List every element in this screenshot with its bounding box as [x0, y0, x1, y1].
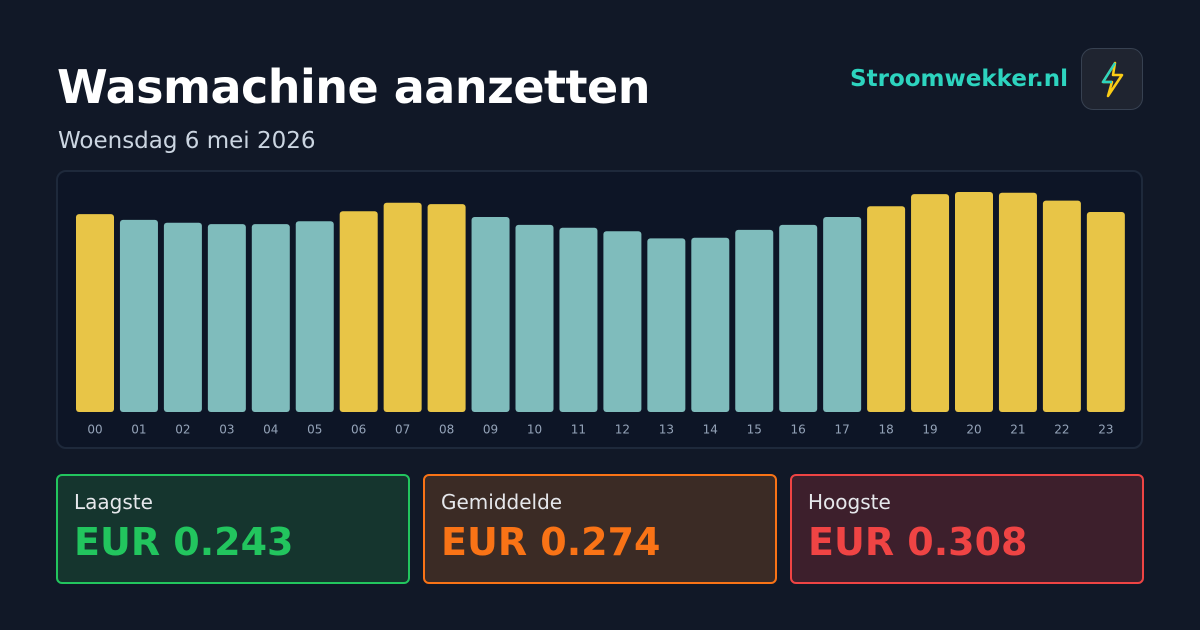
bar: [1086, 212, 1125, 412]
x-tick-label: 21: [1010, 423, 1025, 437]
x-tick-label: 15: [747, 423, 762, 437]
x-tick-label: 02: [175, 423, 190, 437]
x-tick-label: 05: [307, 423, 322, 437]
bolt: [1101, 61, 1124, 98]
brand: Stroomwekker.nl: [850, 66, 1068, 92]
x-tick-label: 00: [87, 423, 102, 437]
bar: [559, 227, 598, 412]
x-tick-label: 03: [219, 423, 234, 437]
bar: [779, 224, 818, 412]
bar: [823, 217, 862, 412]
stat-card: Laagste EUR 0.243: [56, 474, 410, 584]
bar: [691, 237, 730, 412]
bar: [427, 204, 466, 412]
bar: [1042, 200, 1081, 412]
bar: [163, 222, 202, 412]
bar: [647, 238, 686, 412]
x-tick-label: 11: [571, 423, 586, 437]
stat-label: Laagste: [74, 490, 153, 514]
x-tick-label: 13: [659, 423, 674, 437]
bar: [119, 219, 158, 412]
x-tick-label: 14: [703, 423, 718, 437]
x-tick-label: 01: [131, 423, 146, 437]
logo-icon: [1081, 48, 1143, 110]
bar: [735, 229, 774, 412]
x-tick-label: 06: [351, 423, 366, 437]
bar: [911, 194, 950, 412]
x-tick-label: 07: [395, 423, 410, 437]
x-tick-label: 04: [263, 423, 278, 437]
x-tick-label: 20: [966, 423, 981, 437]
x-tick-label: 10: [527, 423, 542, 437]
bar: [867, 206, 906, 412]
stat-value: EUR 0.274: [441, 520, 661, 564]
stat-label: Gemiddelde: [441, 490, 563, 514]
chart: 00 01 02 03 04 05 06 07 08 09 10 11 12 13 14 15 16 17 18 19…: [76, 192, 1125, 437]
x-tick-label: 09: [483, 423, 498, 437]
x-tick-label: 08: [439, 423, 454, 437]
x-tick-label: 12: [615, 423, 630, 437]
x-tick-label: 19: [922, 423, 937, 437]
stat-value: EUR 0.308: [808, 520, 1028, 564]
bar: [471, 217, 510, 412]
x-tick-label: 23: [1098, 423, 1113, 437]
stat-value: EUR 0.243: [74, 520, 294, 564]
x-tick-label: 22: [1054, 423, 1069, 437]
bar: [998, 192, 1037, 412]
x-tick-label: 16: [791, 423, 806, 437]
bar: [383, 202, 422, 412]
bar: [295, 221, 334, 412]
stat-card: Gemiddelde EUR 0.274: [423, 474, 777, 584]
bar: [207, 224, 246, 412]
x-tick-label: 17: [835, 423, 850, 437]
stat-card: Hoogste EUR 0.308: [790, 474, 1144, 584]
bar: [339, 211, 378, 412]
bar: [603, 231, 642, 412]
x-tick-label: 18: [878, 423, 893, 437]
bar: [251, 224, 290, 412]
bar: [955, 192, 993, 412]
stat-label: Hoogste: [808, 490, 891, 514]
title: Wasmachine aanzetten: [57, 60, 650, 114]
bar: [76, 214, 114, 412]
subtitle: Woensdag 6 mei 2026: [58, 128, 316, 154]
bar: [515, 224, 554, 412]
